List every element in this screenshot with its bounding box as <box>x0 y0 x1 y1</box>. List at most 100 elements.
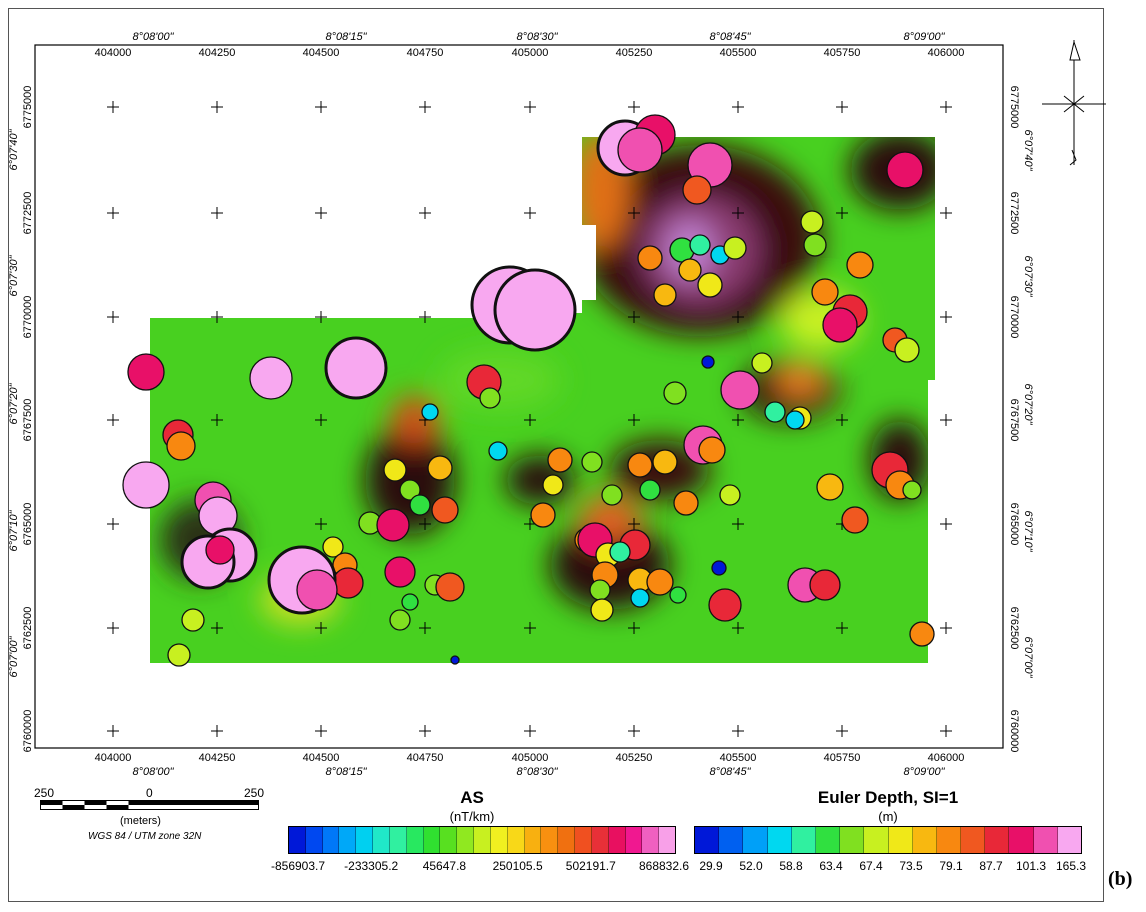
euler-solution-circle <box>589 579 611 601</box>
euler-solution-circle <box>296 569 338 611</box>
grid-cross <box>628 414 640 426</box>
scale-right-label: 250 <box>244 786 265 800</box>
colorbar-label: 87.7 <box>979 859 1003 873</box>
lon-top-tick: 8°08'15" <box>325 31 367 43</box>
colorbar-swatch <box>912 827 937 853</box>
grid-cross <box>211 622 223 634</box>
grid-cross <box>419 207 431 219</box>
colorbar-swatch <box>625 827 643 853</box>
lon-top-tick: 8°09'00" <box>903 31 945 43</box>
lon-top-tick: 8°08'30" <box>516 31 558 43</box>
euler-solution-circle <box>630 588 650 608</box>
colorbar-swatch <box>1033 827 1058 853</box>
euler-solution-circle <box>682 175 712 205</box>
north-left-tick: 6760000 <box>22 709 34 753</box>
lon-top-tick: 8°08'45" <box>709 31 751 43</box>
lon-bot-tick: 8°09'00" <box>903 766 945 778</box>
colorbar-label: 73.5 <box>899 859 923 873</box>
north-right-tick: 6762500 <box>1008 606 1020 650</box>
east-bot-tick: 404500 <box>302 752 340 764</box>
lon-top-tick: 8°08'00" <box>132 31 174 43</box>
as-legend-title: AS <box>460 788 484 807</box>
lat-right-tick: 6°07'30" <box>1022 255 1034 297</box>
euler-solution-circle <box>384 556 416 588</box>
grid-cross <box>107 207 119 219</box>
grid-cross <box>107 622 119 634</box>
grid-cross <box>419 311 431 323</box>
lon-bot-tick: 8°08'45" <box>709 766 751 778</box>
euler-solution-circle <box>547 447 573 473</box>
grid-cross <box>524 207 536 219</box>
grid-cross <box>836 414 848 426</box>
colorbar-swatch <box>389 827 407 853</box>
colorbar-swatch <box>591 827 609 853</box>
euler-solution-circle <box>609 541 631 563</box>
grid-cross <box>419 101 431 113</box>
grid-cross <box>524 622 536 634</box>
euler-solution-circle <box>811 278 839 306</box>
euler-solution-circle <box>816 473 844 501</box>
colorbar-swatch <box>936 827 962 853</box>
colorbar-swatch <box>840 827 865 853</box>
euler-solution-circle <box>389 609 411 631</box>
grid-cross <box>107 725 119 737</box>
colorbar-swatch <box>1057 827 1081 853</box>
euler-solution-circle <box>803 233 827 257</box>
colorbar-swatch <box>373 827 390 853</box>
grid-cross <box>524 725 536 737</box>
colorbar-swatch <box>305 827 323 853</box>
projection-label: WGS 84 / UTM zone 32N <box>88 831 202 842</box>
east-top-tick: 406000 <box>927 47 965 59</box>
colorbar-swatch <box>575 827 592 853</box>
east-bot-tick: 405250 <box>615 752 653 764</box>
euler-solution-circle <box>488 441 508 461</box>
lat-right-tick: 6°07'10" <box>1022 510 1034 552</box>
euler-solution-circle <box>493 268 577 352</box>
euler-solution-circle <box>678 258 702 282</box>
euler-solution-circle <box>324 336 388 400</box>
map-border <box>34 44 1004 749</box>
north-left-tick: 6765000 <box>22 502 34 546</box>
euler-solution-circle <box>627 452 653 478</box>
grid-cross <box>628 207 640 219</box>
euler-solution-circle <box>617 127 663 173</box>
scale-bar-graphic <box>40 800 259 810</box>
grid-cross <box>628 725 640 737</box>
north-right-tick: 6760000 <box>1008 709 1020 753</box>
north-left-tick: 6767500 <box>22 398 34 442</box>
colorbar-label: 58.8 <box>779 859 803 873</box>
euler-solution-circle <box>708 588 742 622</box>
grid-cross <box>732 311 744 323</box>
euler-solution-circle <box>249 356 293 400</box>
colorbar-swatch <box>864 827 889 853</box>
euler-solution-circle <box>181 608 205 632</box>
lat-right-tick: 6°07'40" <box>1022 129 1034 171</box>
colorbar-label: 63.4 <box>819 859 843 873</box>
euler-solution-circle <box>902 480 922 500</box>
colorbar-swatch <box>985 827 1010 853</box>
north-right-tick: 6765000 <box>1008 502 1020 546</box>
scale-center-label: 0 <box>146 786 153 800</box>
colorbar-swatch <box>406 827 424 853</box>
colorbar-swatch <box>490 827 508 853</box>
colorbar-swatch <box>815 827 841 853</box>
colorbar-label: 79.1 <box>939 859 963 873</box>
colorbar-swatch <box>524 827 542 853</box>
euler-solution-circle <box>427 455 453 481</box>
colorbar-label: 165.3 <box>1055 859 1087 873</box>
euler-solution-circle <box>809 569 841 601</box>
euler-solution-circle <box>689 234 711 256</box>
euler-solution-circle <box>431 496 459 524</box>
lon-bot-tick: 8°08'30" <box>516 766 558 778</box>
grid-cross <box>732 207 744 219</box>
euler-solution-circle <box>122 461 170 509</box>
euler-solution-circle <box>322 536 344 558</box>
north-right-tick: 6767500 <box>1008 398 1020 442</box>
euler-solution-circle <box>652 449 678 475</box>
euler-solution-circle <box>909 621 935 647</box>
euler-solutions <box>122 114 935 667</box>
euler-solution-circle <box>764 401 786 423</box>
grid-cross <box>732 518 744 530</box>
grid-cross <box>107 414 119 426</box>
euler-solution-circle <box>542 474 564 496</box>
